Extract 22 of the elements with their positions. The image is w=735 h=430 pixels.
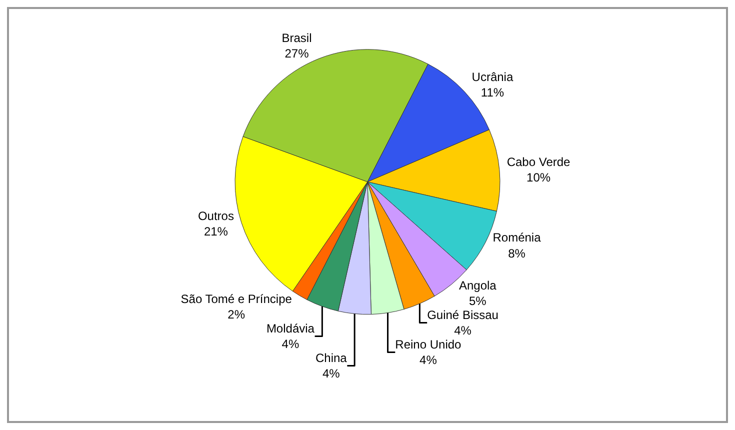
data-label: 5%: [469, 294, 487, 308]
data-label: 4%: [454, 323, 472, 338]
slice-label: China: [315, 350, 348, 365]
slice-label: Ucrânia: [472, 70, 514, 84]
slice-label: Reino Unido: [395, 337, 462, 352]
data-label: 4%: [322, 366, 340, 381]
data-label: 27%: [284, 46, 310, 61]
data-label: 21%: [204, 224, 228, 239]
data-label: 8%: [508, 246, 526, 260]
slice-label: Outros: [198, 208, 234, 223]
slice-label: São Tomé e Príncipe: [180, 292, 292, 306]
data-label: 2%: [228, 307, 246, 322]
data-label: 11%: [480, 85, 504, 100]
data-label: 10%: [526, 170, 551, 185]
slice-label: Cabo Verde: [506, 154, 571, 169]
slice-label: Angola: [458, 278, 497, 292]
slice-label: Guiné Bissau: [427, 308, 498, 322]
slice-label: Brasil: [282, 30, 312, 45]
slice-label: Moldávia: [266, 321, 315, 336]
data-label: 4%: [282, 336, 300, 351]
slice-label: Roménia: [492, 230, 542, 245]
data-label: 4%: [420, 353, 438, 368]
